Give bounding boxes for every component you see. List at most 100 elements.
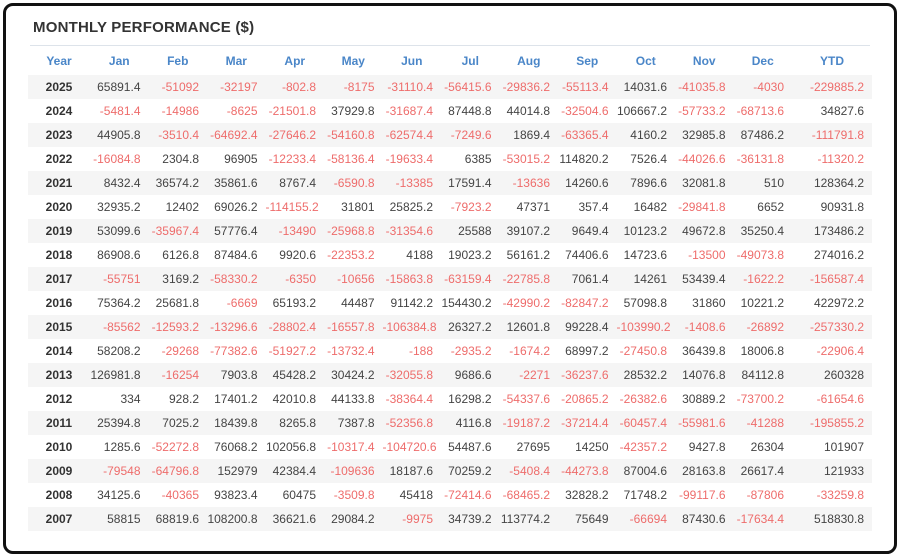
- value-cell: 68997.2: [565, 344, 609, 358]
- value-cell: 26327.2: [448, 320, 492, 334]
- value-cell: -5408.4: [509, 464, 550, 478]
- value-cell: 87486.2: [740, 128, 784, 142]
- value-cell: 74406.6: [565, 248, 609, 262]
- value-cell: 32828.2: [565, 488, 609, 502]
- value-cell: -16557.8: [327, 320, 375, 334]
- value-cell: -64692.4: [210, 128, 258, 142]
- value-cell: 71748.2: [623, 488, 667, 502]
- header-row: Year Jan Feb Mar Apr May Jun Jul Aug Sep Oct Nov Dec…: [28, 46, 872, 75]
- value-cell: -26892: [746, 320, 784, 334]
- year-cell: 2021: [45, 176, 73, 190]
- value-cell: 274016.2: [813, 248, 864, 262]
- value-cell: 36574.2: [155, 176, 199, 190]
- value-cell: 84112.8: [741, 368, 785, 382]
- value-cell: 7896.6: [630, 176, 667, 190]
- column-header-jul: Jul: [461, 54, 479, 68]
- value-cell: -87806: [746, 488, 784, 502]
- value-cell: 7025.2: [162, 416, 199, 430]
- value-cell: -8625: [226, 104, 258, 118]
- value-cell: 37929.8: [331, 104, 375, 118]
- value-cell: -55113.4: [562, 80, 609, 94]
- column-header-year: Year: [46, 54, 72, 68]
- value-cell: -16084.8: [93, 152, 141, 166]
- value-cell: -22353.2: [327, 248, 375, 262]
- value-cell: 19023.2: [448, 248, 492, 262]
- value-cell: 44133.8: [331, 392, 375, 406]
- value-cell: -31687.4: [385, 104, 433, 118]
- value-cell: 6652: [757, 200, 784, 214]
- value-cell: 422972.2: [813, 296, 864, 310]
- value-cell: -38364.4: [385, 392, 433, 406]
- value-cell: 57776.4: [214, 224, 258, 238]
- value-cell: 14031.6: [623, 80, 667, 94]
- column-header-dec: Dec: [751, 54, 774, 68]
- value-cell: -51927.2: [268, 344, 316, 358]
- table-header: Year Jan Feb Mar Apr May Jun Jul Aug Sep Oct Nov Dec…: [28, 46, 872, 75]
- value-cell: 6385: [464, 152, 492, 166]
- value-cell: 26617.4: [740, 464, 784, 478]
- value-cell: -6590.8: [333, 176, 375, 190]
- value-cell: -35967.4: [151, 224, 199, 238]
- value-cell: 152979: [217, 464, 258, 478]
- value-cell: 1869.4: [513, 128, 550, 142]
- value-cell: 32985.8: [682, 128, 726, 142]
- value-cell: -14986: [161, 104, 199, 118]
- value-cell: -1622.2: [743, 272, 784, 286]
- year-cell: 2012: [45, 392, 73, 406]
- value-cell: -195855.2: [809, 416, 864, 430]
- value-cell: -13732.4: [327, 344, 375, 358]
- value-cell: 26304: [750, 440, 784, 454]
- year-cell: 2007: [45, 512, 73, 526]
- value-cell: -4030: [753, 80, 784, 94]
- value-cell: -104720.6: [382, 440, 437, 454]
- value-cell: -156587.4: [809, 272, 864, 286]
- year-cell: 2019: [45, 224, 73, 238]
- value-cell: -55751: [103, 272, 141, 286]
- value-cell: 70259.2: [448, 464, 492, 478]
- value-cell: 31860: [692, 296, 726, 310]
- value-cell: 173486.2: [813, 224, 864, 238]
- value-cell: 12402: [165, 200, 199, 214]
- value-cell: 16298.2: [448, 392, 492, 406]
- value-cell: -41035.8: [678, 80, 726, 94]
- value-cell: 35250.4: [740, 224, 784, 238]
- value-cell: 28163.8: [682, 464, 726, 478]
- year-cell: 2011: [45, 416, 73, 430]
- value-cell: 7061.4: [571, 272, 609, 286]
- value-cell: 36439.8: [682, 344, 726, 358]
- year-cell: 2023: [45, 128, 73, 142]
- value-cell: 49672.8: [682, 224, 726, 238]
- year-cell: 2008: [45, 488, 73, 502]
- value-cell: 14260.6: [565, 176, 609, 190]
- value-cell: -27450.8: [619, 344, 667, 358]
- value-cell: -3510.4: [158, 128, 199, 142]
- value-cell: -19633.4: [385, 152, 433, 166]
- value-cell: 17401.2: [214, 392, 258, 406]
- year-cell: 2016: [45, 296, 73, 310]
- value-cell: 4116.8: [455, 416, 492, 430]
- value-cell: 260328: [823, 368, 864, 382]
- value-cell: -49073.8: [736, 248, 784, 262]
- value-cell: -77382.6: [210, 344, 258, 358]
- value-cell: 9686.6: [454, 368, 492, 382]
- value-cell: -60457.4: [619, 416, 667, 430]
- year-cell: 2010: [45, 440, 73, 454]
- value-cell: -6350: [285, 272, 316, 286]
- value-cell: 25825.2: [389, 200, 433, 214]
- value-cell: -29841.8: [678, 200, 726, 214]
- value-cell: 2304.8: [162, 152, 199, 166]
- value-cell: 114820.2: [559, 152, 609, 166]
- value-cell: 42384.4: [272, 464, 316, 478]
- value-cell: -109636: [330, 464, 375, 478]
- value-cell: -10317.4: [327, 440, 375, 454]
- value-cell: 58208.2: [97, 344, 141, 358]
- value-cell: -9975: [402, 512, 433, 526]
- table-row: 2025 65891.4 -51092 -32197 -802.8 -8175 -31110…: [28, 75, 872, 99]
- value-cell: 928.2: [168, 392, 199, 406]
- value-cell: 4160.2: [630, 128, 667, 142]
- value-cell: 87430.6: [682, 512, 726, 526]
- value-cell: -229885.2: [809, 80, 864, 94]
- value-cell: -16254: [161, 368, 199, 382]
- value-cell: 14261: [633, 272, 667, 286]
- table-row: 2012 334 928.2 17401.2 42010.8 44133.8 -38364.…: [28, 387, 872, 411]
